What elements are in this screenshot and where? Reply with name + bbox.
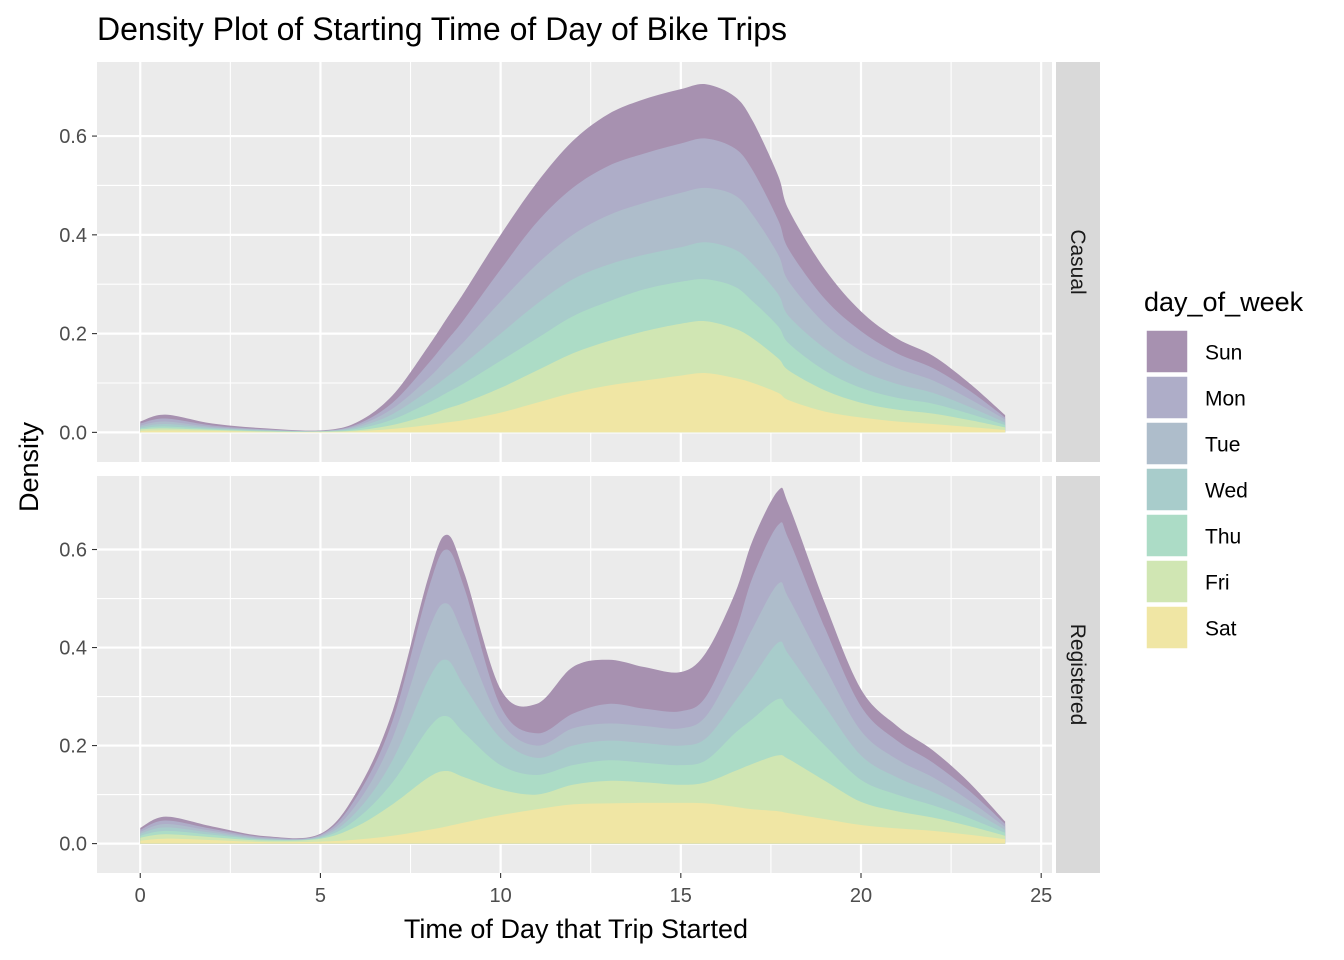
legend-label-sun: Sun: [1205, 342, 1242, 365]
legend: day_of_week Sun Mon Tue Wed Thu Fri Sat: [1144, 287, 1304, 650]
legend-label-tue: Tue: [1205, 434, 1240, 457]
y-tick-label: 0.4: [59, 225, 87, 247]
facet-strip-label: Registered: [1066, 624, 1089, 726]
legend-label-thu: Thu: [1205, 526, 1241, 549]
chart-title: Density Plot of Starting Time of Day of …: [97, 11, 787, 47]
legend-item-mon: Mon: [1145, 375, 1246, 420]
x-tick-label: 5: [315, 885, 326, 907]
y-tick-label: 0.4: [59, 638, 87, 660]
facet-strip: [1056, 476, 1100, 873]
y-axis-label: Density: [14, 421, 44, 512]
legend-key-thu: [1145, 513, 1189, 558]
legend-label-mon: Mon: [1205, 388, 1246, 411]
x-tick-label: 10: [489, 885, 511, 907]
x-tick-label: 20: [850, 885, 872, 907]
legend-key-tue: [1145, 421, 1189, 466]
facet-strip-label: Casual: [1066, 229, 1089, 294]
y-tick-label: 0.0: [59, 834, 87, 856]
y-tick-label: 0.0: [59, 422, 87, 444]
legend-item-sun: Sun: [1145, 329, 1242, 374]
y-tick-label: 0.6: [59, 126, 87, 148]
legend-title: day_of_week: [1144, 287, 1304, 317]
y-tick-label: 0.2: [59, 736, 87, 758]
density-area-sat: [140, 802, 1006, 844]
legend-item-thu: Thu: [1145, 513, 1241, 558]
panel-casual: 0.0 0.2 0.4 0.6 Casual: [59, 62, 1100, 462]
y-tick-label: 0.6: [59, 540, 87, 562]
x-tick-label: 25: [1030, 885, 1052, 907]
panel-registered: 0.0 0.2 0.4 0.6 Registered 0 5 10 15 20 25: [59, 476, 1100, 907]
legend-label-sat: Sat: [1205, 618, 1237, 641]
legend-item-wed: Wed: [1145, 467, 1248, 512]
legend-key-sun: [1145, 329, 1189, 374]
legend-item-sat: Sat: [1145, 605, 1237, 650]
legend-key-mon: [1145, 375, 1189, 420]
legend-item-tue: Tue: [1145, 421, 1240, 466]
legend-key-fri: [1145, 559, 1189, 604]
y-tick-label: 0.2: [59, 324, 87, 346]
x-tick-label: 0: [135, 885, 146, 907]
density-area-sat: [140, 373, 1006, 433]
legend-key-wed: [1145, 467, 1189, 512]
legend-item-fri: Fri: [1145, 559, 1230, 604]
x-axis-label: Time of Day that Trip Started: [404, 914, 748, 944]
legend-label-wed: Wed: [1205, 480, 1248, 503]
facet-strip: [1056, 62, 1100, 462]
legend-label-fri: Fri: [1205, 572, 1230, 595]
legend-key-sat: [1145, 605, 1189, 650]
panels-layer: 0.0 0.2 0.4 0.6 Casual 0.0 0.2 0.4 0.6 Registered…: [59, 62, 1100, 907]
x-tick-label: 15: [670, 885, 692, 907]
